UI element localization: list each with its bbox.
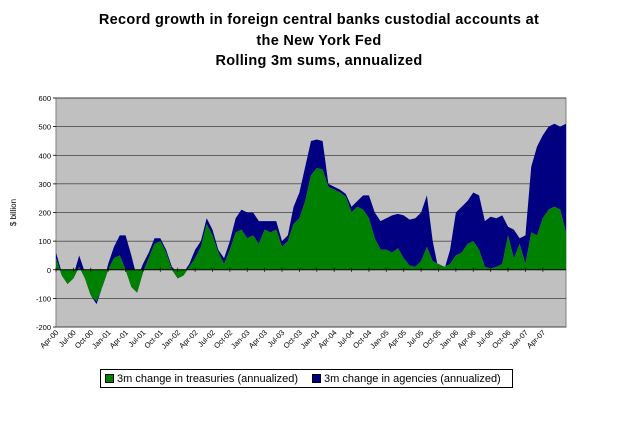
x-tick-label: Apr-01 — [108, 328, 130, 350]
x-tick-label: Apr-05 — [386, 328, 408, 350]
x-tick-label: Apr-03 — [247, 328, 269, 350]
x-tick-label: Apr-06 — [455, 328, 477, 350]
x-tick-label: Jan-01 — [90, 328, 113, 351]
y-tick-label: 300 — [38, 180, 51, 189]
y-tick-label: -100 — [36, 294, 51, 303]
chart-title-line-1: Record growth in foreign central banks c… — [98, 12, 540, 28]
legend-item-agencies: 3m change in agencies (annualized) — [312, 373, 501, 385]
y-tick-label: -200 — [36, 323, 51, 332]
legend-label-treasuries: 3m change in treasuries (annualized) — [117, 372, 298, 385]
y-axis-label: $ billion — [9, 199, 18, 226]
x-tick-label: Jan-03 — [229, 328, 252, 351]
x-tick-label: Jan-02 — [160, 328, 183, 351]
y-tick-label: 0 — [47, 266, 51, 275]
y-tick-label: 200 — [38, 209, 51, 218]
y-tick-label: 100 — [38, 237, 51, 246]
y-tick-label: 600 — [38, 94, 51, 103]
chart-title-line-3: Rolling 3m sums, annualized — [215, 53, 423, 69]
y-axis-ticks: -200 -100 0 100 200 300 400 500 600 — [36, 94, 56, 332]
chart-title-line-2: the New York Fed — [256, 33, 382, 49]
x-tick-label: Apr-04 — [316, 328, 338, 350]
legend: 3m change in treasuries (annualized) 3m … — [100, 369, 513, 388]
x-tick-label: Apr-07 — [525, 328, 547, 350]
x-tick-label: Jan-06 — [438, 328, 461, 351]
x-tick-label: Jan-05 — [368, 328, 391, 351]
legend-label-agencies: 3m change in agencies (annualized) — [324, 372, 501, 385]
agencies-area — [56, 123, 566, 305]
legend-swatch-agencies — [312, 374, 321, 383]
legend-item-treasuries: 3m change in treasuries (annualized) — [105, 373, 298, 385]
x-tick-label: Jan-04 — [299, 328, 322, 351]
x-tick-label: Jan-07 — [507, 328, 530, 351]
legend-swatch-treasuries — [105, 374, 114, 383]
y-tick-label: 400 — [38, 151, 51, 160]
y-tick-label: 500 — [38, 123, 51, 132]
x-tick-label: Apr-02 — [177, 328, 199, 350]
